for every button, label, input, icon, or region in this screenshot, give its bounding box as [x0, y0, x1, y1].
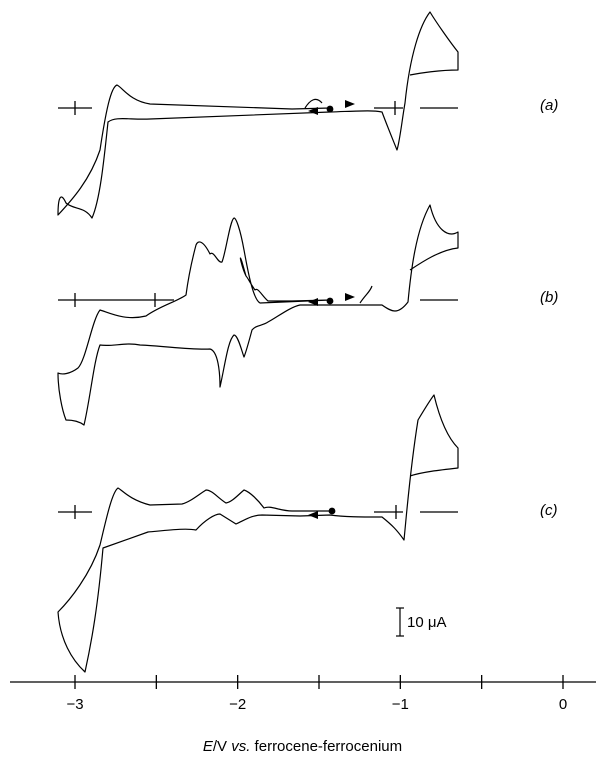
x-tick-label: −2	[229, 696, 246, 713]
x-axis-label-symbol: E	[202, 738, 213, 755]
x-axis-ticks	[74, 675, 564, 689]
scale-bar	[396, 607, 404, 637]
x-axis-label: E/V vs. ferrocene-ferrocenium	[0, 738, 605, 755]
x-tick-label: −1	[392, 696, 409, 713]
x-axis-label-unit: /V	[212, 738, 232, 755]
x-tick-label: 0	[559, 696, 567, 713]
trace-b	[57, 204, 459, 426]
panel-label-b: (b)	[540, 289, 558, 306]
panel-label-a: (a)	[540, 97, 558, 114]
arrow-a-left	[308, 107, 318, 115]
scale-bar-label: 10 μA	[407, 614, 447, 631]
trace-a-prewave	[304, 98, 323, 109]
arrow-b-right	[345, 293, 355, 301]
start-marker-c	[328, 507, 336, 515]
x-axis-label-vs: vs.	[231, 738, 251, 755]
arrow-b-left	[308, 298, 318, 306]
trace-a	[57, 11, 459, 219]
start-marker-a	[326, 105, 334, 113]
panel-label-c: (c)	[540, 502, 558, 519]
x-axis-label-reference: ferrocene-ferrocenium	[250, 738, 403, 755]
arrow-c-left	[308, 511, 318, 519]
start-marker-b	[326, 297, 334, 305]
trace-c	[57, 394, 459, 673]
x-tick-label: −3	[66, 696, 83, 713]
x-axis-tick-labels: −3 −2 −1 0	[66, 696, 567, 713]
trace-b-tail	[359, 285, 373, 304]
arrow-a-right	[345, 100, 355, 108]
